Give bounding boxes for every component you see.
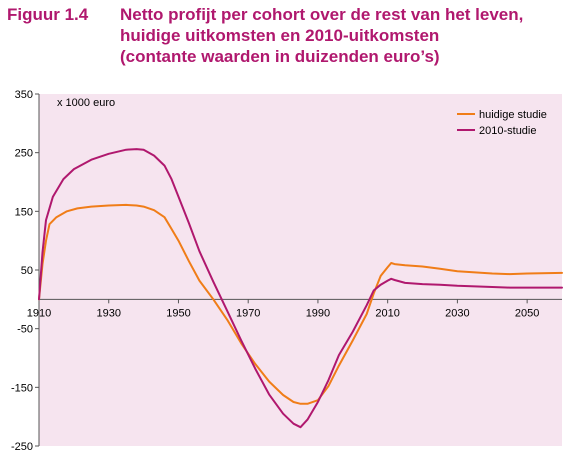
x-tick-label: 2030: [445, 307, 469, 319]
series-group: [38, 148, 563, 429]
y-tick-label: 250: [15, 148, 33, 160]
legend-entry: 2010-studie: [479, 125, 537, 137]
axes: 350 250 150 50 -50 -150 -250 1910 1930 1950 1970 19…: [11, 89, 562, 453]
x-tick-label: 1930: [96, 307, 120, 319]
y-tick-label: 150: [15, 206, 33, 218]
x-tick-label: 1950: [166, 307, 190, 319]
line-chart: 350 250 150 50 -50 -150 -250 1910 1930 1950 1970 19…: [11, 89, 563, 453]
series-line-1: [38, 203, 563, 405]
figure-number: Figuur 1.4: [7, 5, 89, 24]
figure-title-line-3: (contante waarden in duizenden euro’s): [120, 47, 440, 66]
y-tick-label: 350: [15, 89, 33, 101]
x-tick-label: 1970: [236, 307, 260, 319]
y-unit-label: x 1000 euro: [57, 97, 115, 109]
legend-entry: huidige studie: [479, 109, 547, 121]
x-tick-label: 2050: [515, 307, 539, 319]
series-line-2: [38, 148, 563, 429]
y-tick-label: -250: [11, 441, 33, 453]
figure-title-line-1: Netto profijt per cohort over de rest va…: [120, 5, 524, 24]
x-tick-label: 2010: [375, 307, 399, 319]
x-tick-label: 1990: [306, 307, 330, 319]
x-tick-label: 1910: [27, 307, 51, 319]
y-tick-label: -150: [11, 382, 33, 394]
y-tick-label: 50: [21, 265, 33, 277]
legend: huidige studie 2010-studie: [457, 109, 547, 137]
figure-title-line-2: huidige uitkomsten en 2010-uitkomsten: [120, 26, 440, 45]
y-tick-label: -50: [17, 324, 33, 336]
figure-title: Netto profijt per cohort over de rest va…: [120, 4, 570, 67]
plot-area: [39, 94, 562, 446]
